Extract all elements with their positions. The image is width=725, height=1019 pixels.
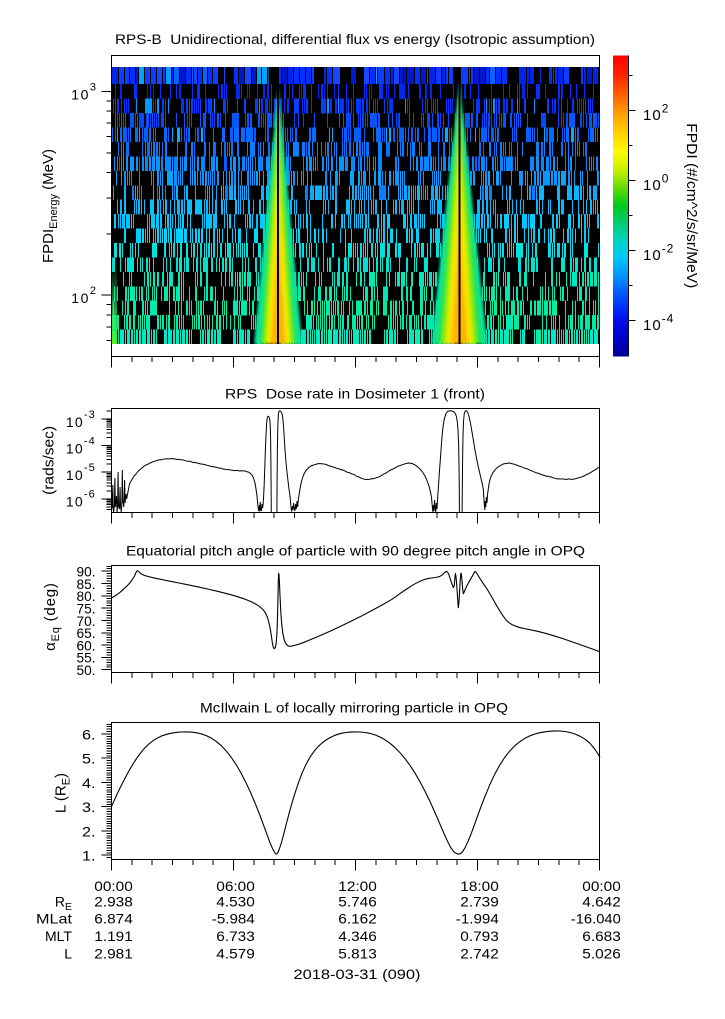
svg-text:6.874: 6.874 [94, 911, 133, 927]
svg-text:4.: 4. [82, 775, 96, 791]
svg-text:6.683: 6.683 [582, 928, 621, 944]
svg-text:4.642: 4.642 [582, 893, 621, 909]
svg-text:60.: 60. [77, 637, 96, 653]
svg-text:5.: 5. [82, 751, 96, 767]
svg-text:MLT: MLT [45, 928, 72, 944]
svg-text:50.: 50. [77, 662, 96, 678]
svg-text:5.746: 5.746 [338, 893, 377, 909]
svg-text:0.793: 0.793 [460, 928, 499, 944]
svg-text:1.: 1. [82, 848, 96, 864]
svg-text:L: L [64, 945, 72, 961]
svg-text:2.981: 2.981 [94, 945, 133, 961]
svg-text:70.: 70. [77, 613, 96, 629]
svg-text:103: 103 [71, 81, 97, 102]
svg-text:4.579: 4.579 [216, 945, 255, 961]
svg-text:6.733: 6.733 [216, 928, 255, 944]
svg-text:-1.994: -1.994 [456, 911, 499, 927]
svg-text:RPS-B Unidirectional, differe: RPS-B Unidirectional, differential flux … [115, 31, 595, 47]
svg-text:4.346: 4.346 [338, 928, 377, 944]
svg-text:2.739: 2.739 [460, 893, 499, 909]
svg-text:(rads/sec): (rads/sec) [41, 426, 58, 495]
svg-text:RPS Dose rate in Dosimeter 1: RPS Dose rate in Dosimeter 1 (front) [225, 386, 485, 402]
svg-text:75.: 75. [77, 600, 96, 616]
svg-text:102: 102 [71, 285, 97, 306]
svg-text:3.: 3. [82, 799, 96, 815]
svg-text:00:00: 00:00 [94, 878, 133, 894]
svg-text:85.: 85. [77, 576, 96, 592]
svg-text:Equatorial pitch angle of part: Equatorial pitch angle of particle with … [126, 543, 585, 559]
svg-text:-5.984: -5.984 [212, 911, 255, 927]
svg-text:65.: 65. [77, 625, 96, 641]
svg-text:2018-03-31 (090): 2018-03-31 (090) [294, 966, 421, 982]
svg-text:5.813: 5.813 [338, 945, 377, 961]
svg-text:12:00: 12:00 [338, 878, 377, 894]
svg-text:2.742: 2.742 [460, 945, 499, 961]
svg-text:MLat: MLat [36, 911, 72, 927]
svg-text:90.: 90. [77, 564, 96, 580]
svg-text:2.: 2. [82, 823, 96, 839]
svg-text:FPDIEnergy (MeV): FPDIEnergy (MeV) [40, 149, 60, 263]
svg-text:18:00: 18:00 [460, 878, 499, 894]
svg-text:-16.040: -16.040 [571, 911, 621, 927]
svg-text:FPDI (#/cm^2/s/sr/MeV): FPDI (#/cm^2/s/sr/MeV) [683, 123, 700, 288]
svg-text:00:00: 00:00 [582, 878, 621, 894]
svg-text:6.162: 6.162 [338, 911, 377, 927]
svg-text:80.: 80. [77, 588, 96, 604]
svg-text:06:00: 06:00 [216, 878, 255, 894]
svg-text:55.: 55. [77, 650, 96, 666]
svg-text:McIlwain L of locally mirrorin: McIlwain L of locally mirroring particle… [200, 700, 508, 716]
svg-text:4.530: 4.530 [216, 893, 255, 909]
svg-text:2.938: 2.938 [94, 893, 133, 909]
svg-text:1.191: 1.191 [94, 928, 133, 944]
svg-text:6.: 6. [82, 726, 96, 742]
svg-text:5.026: 5.026 [582, 945, 621, 961]
